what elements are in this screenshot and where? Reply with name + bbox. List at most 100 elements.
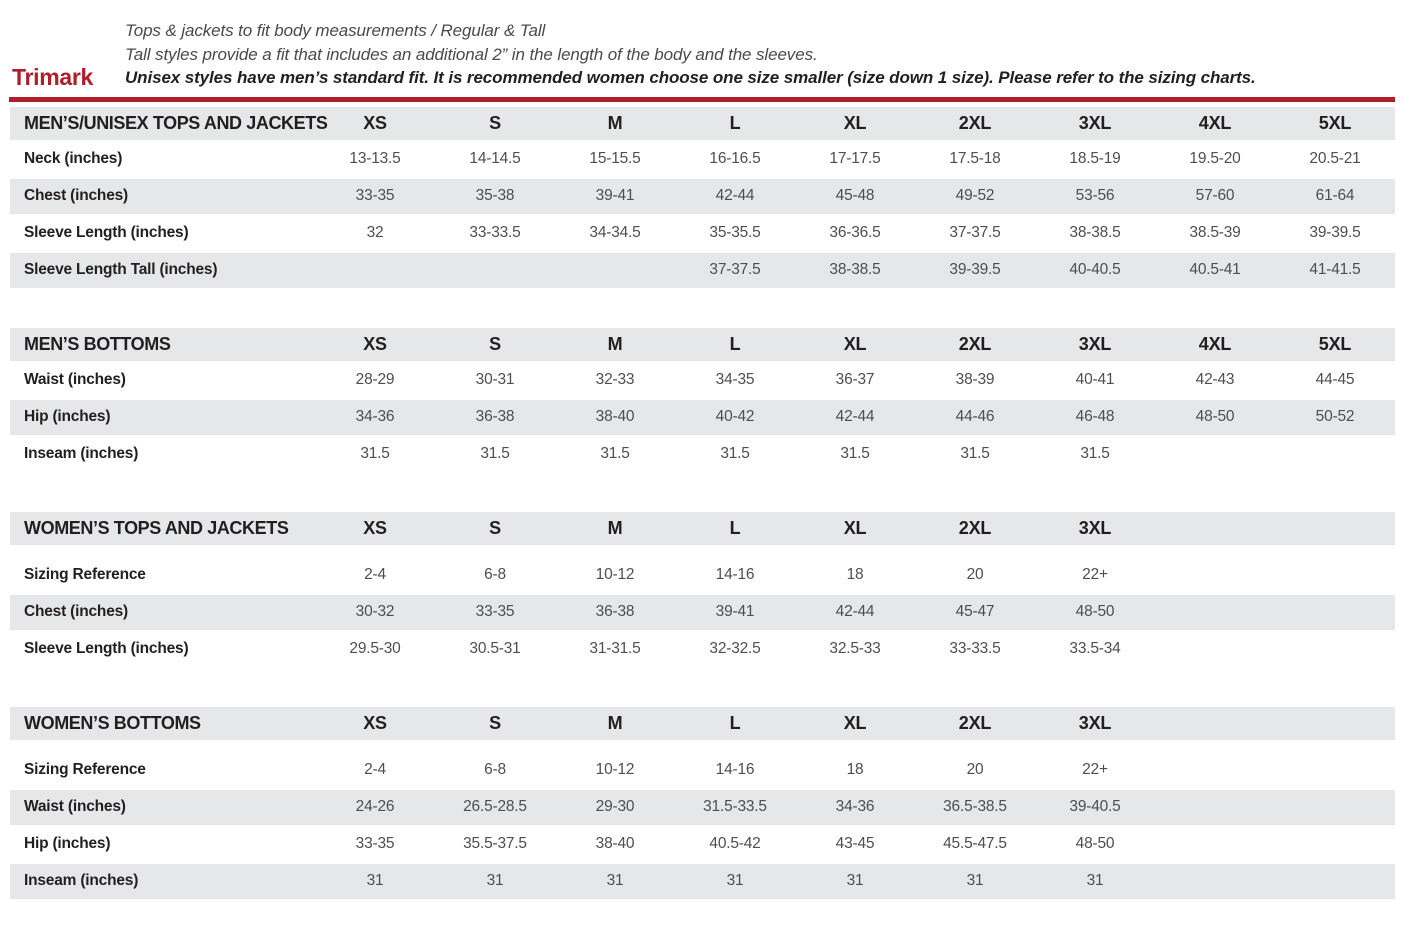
- intro-text-block: Tops & jackets to fit body measurements …: [0, 0, 1404, 90]
- row-label: Sizing Reference: [24, 566, 146, 583]
- red-divider-rule: [9, 96, 1395, 102]
- size-value-cell: 2-4: [364, 566, 386, 583]
- row-label: Chest (inches): [24, 187, 128, 204]
- row-label: Neck (inches): [24, 150, 123, 167]
- size-value-cell: 17-17.5: [829, 150, 881, 167]
- size-value-cell: 13-13.5: [349, 150, 401, 167]
- size-column-header: M: [607, 517, 623, 538]
- table-row: Waist (inches) 28-29 30-31 32-33 34-35 36-37 3…: [10, 363, 1395, 398]
- size-value-cell: 32-32.5: [709, 640, 761, 657]
- table-row: Sleeve Length (inches) 32 33-33.5 34-34.5 35…: [10, 216, 1395, 251]
- size-column-header: XL: [843, 333, 867, 354]
- table-row: Inseam (inches) 31 31 31 31 31 31 31: [10, 863, 1395, 899]
- table-row: Hip (inches) 34-36 36-38 38-40 40-42 42-44 44-…: [10, 399, 1395, 435]
- size-value-cell: 29-30: [595, 798, 635, 815]
- size-value-cell: 31.5: [720, 445, 750, 462]
- size-column-header: L: [729, 112, 741, 133]
- sizing-table-womens-tops-and-jackets: WOMEN’S TOPS AND JACKETS XS S M L XL 2XL 3XL Siz…: [10, 511, 1395, 667]
- size-value-cell: 53-56: [1075, 187, 1115, 204]
- size-value-cell: 43-45: [835, 835, 875, 852]
- table-header-row: MEN’S/UNISEX TOPS AND JACKETS XS S M L XL 2XL 3…: [10, 106, 1395, 140]
- table-row: Hip (inches) 33-35 35.5-37.5 38-40 40.5-42 43…: [10, 827, 1395, 862]
- size-value-cell: 44-46: [955, 408, 995, 425]
- size-value-cell: 31.5: [360, 445, 390, 462]
- size-value-cell: 10-12: [595, 566, 635, 583]
- size-value-cell: 45-47: [955, 603, 995, 620]
- row-label: Chest (inches): [24, 603, 128, 620]
- size-value-cell: 46-48: [1075, 408, 1115, 425]
- table-row: Sizing Reference 2-4 6-8 10-12 14-16 18 20 22+: [10, 753, 1395, 788]
- size-value-cell: 33-35: [475, 603, 515, 620]
- size-value-cell: 36-38: [475, 408, 515, 425]
- tables-region: MEN’S/UNISEX TOPS AND JACKETS XS S M L XL 2XL 3…: [10, 106, 1395, 899]
- size-value-cell: 34-36: [835, 798, 875, 815]
- size-value-cell: 32-33: [595, 371, 635, 388]
- intro-line-1: Tops & jackets to fit body measurements …: [125, 21, 546, 40]
- size-value-cell: 40-40.5: [1069, 261, 1121, 278]
- size-column-header: M: [607, 712, 623, 733]
- size-column-header: L: [729, 712, 741, 733]
- size-column-header: 3XL: [1078, 333, 1112, 354]
- size-value-cell: 30-31: [475, 371, 515, 388]
- size-value-cell: 33.5-34: [1069, 640, 1121, 657]
- size-value-cell: 31.5-33.5: [703, 798, 767, 815]
- size-column-header: 2XL: [958, 517, 992, 538]
- size-value-cell: 20: [966, 566, 984, 583]
- size-value-cell: 31: [846, 872, 864, 889]
- table-row: Chest (inches) 30-32 33-35 36-38 39-41 42-44 4…: [10, 594, 1395, 630]
- size-column-header: 5XL: [1318, 112, 1352, 133]
- row-label: Sleeve Length (inches): [24, 640, 189, 657]
- size-column-header: S: [489, 712, 501, 733]
- size-value-cell: 32: [366, 224, 384, 241]
- size-value-cell: 31: [366, 872, 384, 889]
- size-value-cell: 37-37.5: [949, 224, 1001, 241]
- sizing-table-womens-bottoms: WOMEN’S BOTTOMS XS S M L XL 2XL 3XL Sizing Refer…: [10, 706, 1395, 899]
- size-value-cell: 38-40: [595, 835, 635, 852]
- size-value-cell: 14-16: [715, 566, 755, 583]
- size-column-header: S: [489, 333, 501, 354]
- size-value-cell: 42-44: [835, 408, 875, 425]
- sizing-table-mens-unisex-tops-and-jackets: MEN’S/UNISEX TOPS AND JACKETS XS S M L XL 2XL 3…: [10, 106, 1395, 288]
- size-value-cell: 61-64: [1315, 187, 1355, 204]
- size-value-cell: 28-29: [355, 371, 395, 388]
- size-value-cell: 35-35.5: [709, 224, 761, 241]
- table-header-row: WOMEN’S TOPS AND JACKETS XS S M L XL 2XL 3XL: [10, 511, 1395, 545]
- size-column-header: 4XL: [1198, 112, 1232, 133]
- size-value-cell: 6-8: [484, 761, 506, 778]
- size-value-cell: 16-16.5: [709, 150, 761, 167]
- size-value-cell: 57-60: [1195, 187, 1235, 204]
- size-value-cell: 38-39: [955, 371, 995, 388]
- size-value-cell: 36.5-38.5: [943, 798, 1007, 815]
- size-value-cell: 26.5-28.5: [463, 798, 527, 815]
- size-value-cell: 39-39.5: [1309, 224, 1361, 241]
- size-value-cell: 42-44: [715, 187, 755, 204]
- size-column-header: XS: [363, 333, 387, 354]
- size-value-cell: 31: [726, 872, 744, 889]
- size-value-cell: 35-38: [475, 187, 515, 204]
- size-value-cell: 36-37: [835, 371, 875, 388]
- size-value-cell: 22+: [1082, 566, 1108, 583]
- size-column-header: L: [729, 333, 741, 354]
- size-value-cell: 41-41.5: [1309, 261, 1361, 278]
- table-title: MEN’S BOTTOMS: [24, 333, 171, 354]
- size-value-cell: 31: [606, 872, 624, 889]
- row-label: Sleeve Length Tall (inches): [24, 261, 218, 278]
- size-value-cell: 40.5-42: [709, 835, 761, 852]
- size-column-header: XS: [363, 112, 387, 133]
- size-value-cell: 39-41: [715, 603, 755, 620]
- size-column-header: 2XL: [958, 333, 992, 354]
- size-column-header: XL: [843, 712, 867, 733]
- size-value-cell: 37-37.5: [709, 261, 761, 278]
- size-value-cell: 30.5-31: [469, 640, 521, 657]
- size-value-cell: 42-44: [835, 603, 875, 620]
- size-value-cell: 31.5: [480, 445, 510, 462]
- size-value-cell: 39-41: [595, 187, 635, 204]
- size-value-cell: 36-38: [595, 603, 635, 620]
- row-label: Inseam (inches): [24, 872, 139, 889]
- size-column-header: S: [489, 517, 501, 538]
- size-value-cell: 14-16: [715, 761, 755, 778]
- size-value-cell: 42-43: [1195, 371, 1235, 388]
- size-column-header: 5XL: [1318, 333, 1352, 354]
- size-value-cell: 31: [486, 872, 504, 889]
